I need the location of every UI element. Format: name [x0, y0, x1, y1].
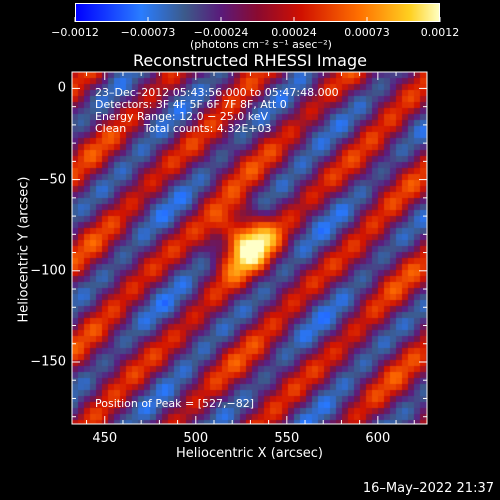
annotation-time: 23–Dec–2012 05:43:56.000 to 05:47:48.000: [95, 86, 339, 99]
x-axis-label: Heliocentric X (arcsec): [176, 446, 323, 461]
chart-title: Reconstructed RHESSI Image: [133, 51, 367, 70]
plot-frame: [71, 71, 428, 425]
x-tick-label: 600: [365, 431, 391, 446]
timestamp: 16–May–2022 21:37: [362, 481, 494, 496]
colorbar-tick-label: −0.00024: [193, 26, 249, 39]
x-tick-label: 450: [92, 431, 118, 446]
colorbar-tick-label: 0.00024: [271, 26, 317, 39]
y-tick-label: 0: [57, 80, 66, 96]
annotation-peak: Position of Peak = [527,−82]: [95, 397, 255, 410]
colorbar-tick-label: 0.00073: [344, 26, 390, 39]
y-tick-label: −50: [38, 172, 66, 188]
heatmap-image: [72, 72, 427, 424]
annotation-method: Clean Total counts: 4.32E+03: [95, 122, 272, 135]
y-axis-label: Heliocentric Y (arcsec): [16, 176, 32, 323]
y-tick-label: −100: [30, 263, 66, 279]
annotation-energy: Energy Range: 12.0 − 25.0 keV: [95, 110, 269, 123]
x-tick-label: 500: [183, 431, 209, 446]
annotation-detectors: Detectors: 3F 4F 5F 6F 7F 8F, Att 0: [95, 98, 287, 111]
x-tick-label: 550: [274, 431, 300, 446]
colorbar-units: (photons cm⁻² s⁻¹ asec⁻²): [190, 38, 332, 51]
colorbar: [75, 3, 440, 22]
colorbar-tick-label: −0.0012: [51, 26, 99, 39]
colorbar-tick-label: 0.0012: [420, 26, 460, 39]
colorbar-ticks: [74, 17, 441, 22]
colorbar-tick-label: −0.00073: [120, 26, 176, 39]
y-tick-label: −150: [30, 354, 66, 370]
